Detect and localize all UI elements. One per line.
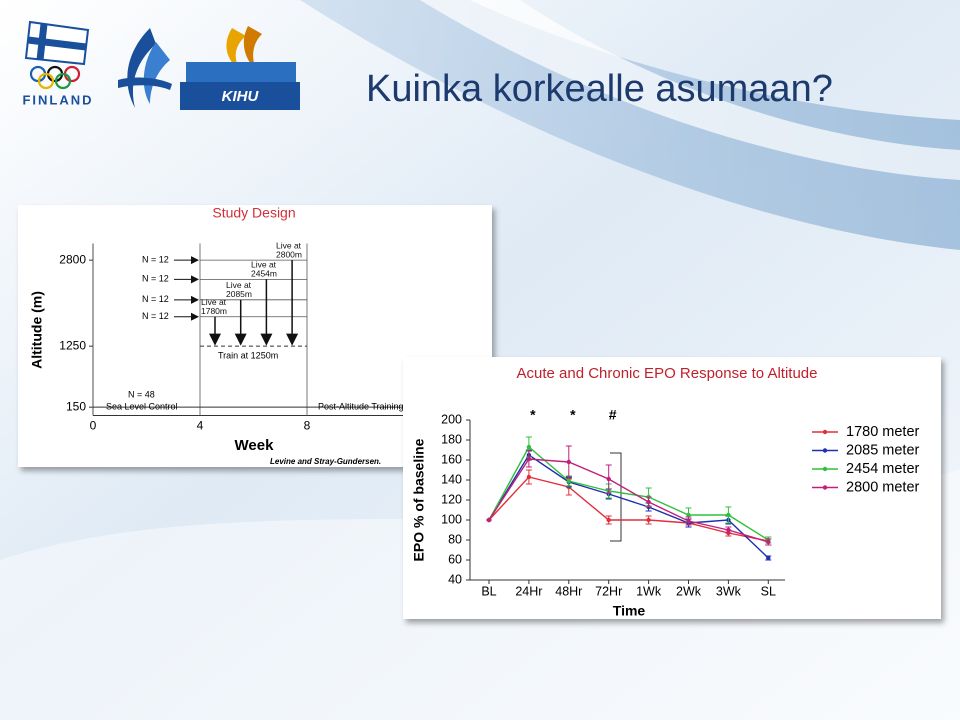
x-tick-label: BL bbox=[481, 584, 496, 598]
group-label: Live at bbox=[201, 297, 227, 307]
group-label: Live at bbox=[251, 260, 277, 270]
y-axis-label: EPO % of baseline bbox=[411, 438, 427, 561]
legend-marker bbox=[822, 485, 828, 490]
series-line bbox=[488, 476, 769, 542]
slide-title: Kuinka korkealle asumaan? bbox=[366, 68, 833, 110]
y-tick-label: 180 bbox=[441, 432, 462, 446]
y-tick-label: 140 bbox=[441, 472, 462, 486]
x-tick-label: 3Wk bbox=[716, 584, 742, 598]
epo-panel: Acute and Chronic EPO Response to Altitu… bbox=[403, 357, 941, 619]
point bbox=[566, 478, 571, 484]
logo-paralympic bbox=[118, 28, 172, 108]
x-tick-label: SL bbox=[761, 584, 776, 598]
y-axis-label: Altitude (m) bbox=[29, 291, 45, 369]
background-wave bbox=[420, 0, 960, 180]
y-tick-label: 80 bbox=[448, 532, 462, 546]
x-tick-label: 24Hr bbox=[515, 584, 542, 598]
group-n: N = 12 bbox=[142, 311, 169, 321]
group-label: Live at bbox=[276, 240, 302, 250]
group-n: N = 12 bbox=[142, 274, 169, 284]
x-tick-label: 48Hr bbox=[555, 584, 582, 598]
y-tick-label: 120 bbox=[441, 492, 462, 506]
y-tick-label: 200 bbox=[441, 412, 462, 426]
legend-marker bbox=[822, 429, 828, 435]
point bbox=[726, 527, 731, 533]
training-label: Train at 1250m bbox=[218, 351, 278, 361]
control-n: N = 48 bbox=[128, 390, 155, 400]
citation: Levine and Stray-Gundersen. bbox=[270, 457, 381, 466]
logo-text: KIHU bbox=[222, 88, 260, 105]
annotation: * bbox=[530, 407, 536, 423]
point bbox=[606, 517, 611, 523]
group-label: 2085m bbox=[226, 289, 252, 299]
post-label: Post-Altitude Training bbox=[318, 402, 404, 412]
legend-marker bbox=[822, 448, 828, 453]
y-tick-label: 150 bbox=[66, 399, 86, 413]
chart-title: Study Design bbox=[212, 205, 295, 221]
series-line bbox=[488, 458, 769, 543]
point bbox=[686, 518, 691, 524]
x-tick-label: 8 bbox=[304, 419, 311, 433]
annotation: # bbox=[609, 407, 617, 423]
chart-title: Acute and Chronic EPO Response to Altitu… bbox=[516, 365, 817, 382]
y-tick-label: 2800 bbox=[59, 252, 86, 266]
control-label: Sea Level Control bbox=[106, 402, 178, 412]
group-label: 2454m bbox=[251, 269, 277, 279]
point bbox=[566, 459, 571, 465]
x-axis-label: Week bbox=[235, 437, 275, 454]
point bbox=[526, 456, 532, 462]
logo-kihu: KIHU bbox=[180, 26, 300, 110]
x-axis-label: Time bbox=[613, 603, 646, 619]
point bbox=[526, 444, 532, 450]
logo-finland: FINLAND bbox=[22, 20, 93, 107]
legend-label: 2800 meter bbox=[846, 479, 920, 495]
legend-label: 2454 meter bbox=[846, 461, 920, 477]
point bbox=[606, 476, 611, 482]
legend-label: 1780 meter bbox=[846, 424, 920, 440]
background-wave bbox=[300, 0, 960, 250]
y-tick-label: 160 bbox=[441, 452, 462, 466]
point bbox=[486, 517, 492, 523]
bracket bbox=[610, 452, 622, 542]
legend-label: 2085 meter bbox=[846, 442, 920, 458]
group-n: N = 12 bbox=[142, 255, 169, 265]
x-tick-label: 72Hr bbox=[595, 584, 622, 598]
point bbox=[766, 555, 771, 561]
point bbox=[646, 517, 651, 523]
panel bbox=[403, 357, 941, 619]
x-tick-label: 1Wk bbox=[636, 584, 662, 598]
point bbox=[526, 474, 532, 480]
point bbox=[686, 512, 691, 518]
y-tick-label: 60 bbox=[448, 552, 462, 566]
logo-text: FINLAND bbox=[22, 92, 93, 107]
y-tick-label: 40 bbox=[448, 572, 462, 586]
point bbox=[726, 512, 731, 518]
y-tick-label: 1250 bbox=[59, 338, 86, 352]
y-tick-label: 100 bbox=[441, 512, 462, 526]
annotation: * bbox=[570, 407, 576, 423]
legend-marker bbox=[822, 466, 828, 472]
x-tick-label: 0 bbox=[90, 419, 97, 433]
x-tick-label: 4 bbox=[197, 419, 204, 433]
group-label: Live at bbox=[226, 280, 252, 290]
point bbox=[766, 539, 771, 545]
x-tick-label: 2Wk bbox=[676, 584, 702, 598]
group-label: 1780m bbox=[201, 306, 227, 316]
group-n: N = 12 bbox=[142, 294, 169, 304]
series-line bbox=[488, 445, 769, 541]
group-label: 2800m bbox=[276, 249, 302, 259]
point bbox=[646, 499, 651, 505]
